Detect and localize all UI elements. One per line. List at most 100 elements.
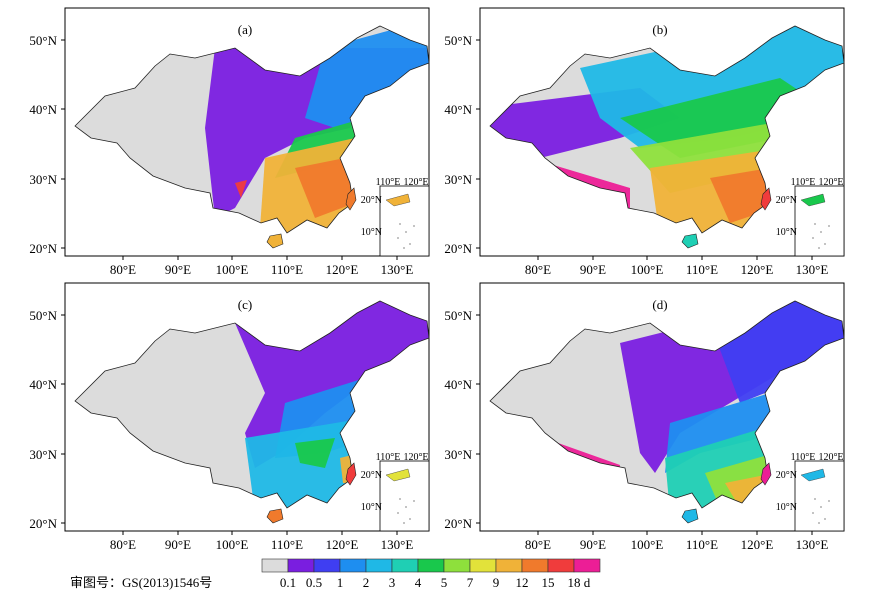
value-zone [295, 438, 335, 468]
china-boundary [74, 300, 430, 509]
lon-tick-label: 90°E [580, 537, 606, 552]
lat-tick-label: 50°N [29, 308, 57, 323]
colorbar-swatch [443, 558, 471, 573]
colorbar-tick-label: 3 [389, 575, 396, 590]
colorbar-tick-label: 0.5 [306, 575, 322, 590]
inset-island [828, 225, 830, 227]
precipitation-days-field [205, 26, 429, 233]
hainan-island [681, 233, 699, 249]
lon-tick-label: 120°E [741, 262, 774, 277]
colorbar-tick-label: 18 [568, 575, 581, 590]
inset-lat-label: 20°N [361, 195, 382, 206]
inset-island [820, 506, 822, 508]
lon-tick-label: 130°E [796, 537, 829, 552]
colorbar-tick-label: 4 [415, 575, 422, 590]
inset-coast [385, 193, 411, 207]
lon-tick-label: 130°E [381, 537, 414, 552]
panel-label: (a) [238, 22, 252, 37]
inset-lat-label: 20°N [361, 470, 382, 481]
lat-tick-label: 20°N [29, 241, 57, 256]
lon-tick-label: 130°E [796, 262, 829, 277]
inset-lat-label: 20°N [776, 195, 797, 206]
inset-lon-label: 120°E [403, 177, 428, 188]
colorbar-swatch [287, 558, 315, 573]
inset-island [812, 512, 814, 514]
map-panel: (d)50°N40°N30°N20°N80°E 90°E 100°E 110°E 120… [444, 282, 845, 552]
colorbar-tick-label: 0.1 [280, 575, 296, 590]
colorbar: 0.1 0.5 1 2 3 4 5 7 9 12 15 18 d [261, 558, 601, 590]
lat-tick-label: 20°N [29, 516, 57, 531]
inset-lon-label: 120°E [818, 177, 843, 188]
colorbar-swatch [261, 558, 289, 573]
inset-island [824, 518, 826, 520]
lon-tick-label: 100°E [631, 537, 664, 552]
lon-tick-label: 110°E [271, 537, 303, 552]
map-panel: (a)50°N40°N30°N20°N80°E 90°E 100°E 110°E 120… [29, 7, 430, 277]
lon-tick-label: 120°E [741, 537, 774, 552]
inset-island [413, 500, 415, 502]
inset-lon-label: 110°E [791, 452, 816, 463]
lon-tick-label: 90°E [165, 262, 191, 277]
value-zone [245, 418, 365, 508]
lon-tick-label: 120°E [326, 262, 359, 277]
inset-island [812, 237, 814, 239]
taiwan-island [345, 187, 357, 211]
panel-label: (b) [652, 22, 667, 37]
map-approval-number: 审图号：GS(2013)1546号 [70, 575, 212, 590]
colorbar-swatch [573, 558, 601, 573]
inset-island [820, 231, 822, 233]
hainan-island [681, 508, 699, 524]
taiwan-island [760, 462, 772, 486]
inset-lon-label: 110°E [376, 177, 401, 188]
inset-lat-label: 10°N [776, 502, 797, 513]
inset-lat-label: 10°N [776, 227, 797, 238]
inset-island [824, 243, 826, 245]
hainan-island [266, 508, 284, 524]
inset-coast [800, 193, 826, 207]
inset-island [818, 522, 820, 524]
south-china-sea-inset: 110°E 120°E 20°N 10°N [361, 452, 430, 532]
inset-island [818, 247, 820, 249]
map-panel: (c)50°N40°N30°N20°N80°E 90°E 100°E 110°E 120… [29, 282, 430, 552]
colorbar-swatch [391, 558, 419, 573]
inset-lon-label: 120°E [403, 452, 428, 463]
inset-lat-label: 10°N [361, 227, 382, 238]
colorbar-tick-label: 7 [467, 575, 474, 590]
panel-label: (d) [652, 297, 667, 312]
lat-tick-label: 30°N [29, 447, 57, 462]
colorbar-tick-label: 9 [493, 575, 500, 590]
colorbar-tick-label: 2 [363, 575, 370, 590]
lon-tick-label: 80°E [525, 537, 551, 552]
lat-tick-label: 30°N [444, 447, 472, 462]
colorbar-unit: d [584, 575, 591, 590]
lat-tick-label: 50°N [29, 33, 57, 48]
inset-island [413, 225, 415, 227]
colorbar-tick-label: 1 [337, 575, 344, 590]
inset-island [397, 237, 399, 239]
inset-coast [385, 468, 411, 482]
colorbar-swatch [313, 558, 341, 573]
inset-island [405, 231, 407, 233]
lat-tick-label: 40°N [29, 102, 57, 117]
hainan-island [266, 233, 284, 249]
lon-tick-label: 120°E [326, 537, 359, 552]
china-boundary [74, 25, 430, 234]
lon-tick-label: 80°E [110, 262, 136, 277]
inset-island [828, 500, 830, 502]
taiwan-island [760, 187, 772, 211]
map-panel: (b)50°N40°N30°N20°N80°E 90°E 100°E 110°E 120… [444, 7, 845, 277]
inset-lat-label: 10°N [361, 502, 382, 513]
lat-tick-label: 40°N [444, 102, 472, 117]
colorbar-tick-label: 5 [441, 575, 448, 590]
lon-tick-label: 80°E [110, 537, 136, 552]
colorbar-tick-label: 12 [516, 575, 529, 590]
inset-island [403, 247, 405, 249]
colorbar-swatch [339, 558, 367, 573]
lon-tick-label: 130°E [381, 262, 414, 277]
lat-tick-label: 40°N [444, 377, 472, 392]
colorbar-tick-label: 15 [542, 575, 555, 590]
china-boundary [489, 25, 845, 234]
colorbar-swatch [521, 558, 549, 573]
lat-tick-label: 40°N [29, 377, 57, 392]
colorbar-swatch [469, 558, 497, 573]
